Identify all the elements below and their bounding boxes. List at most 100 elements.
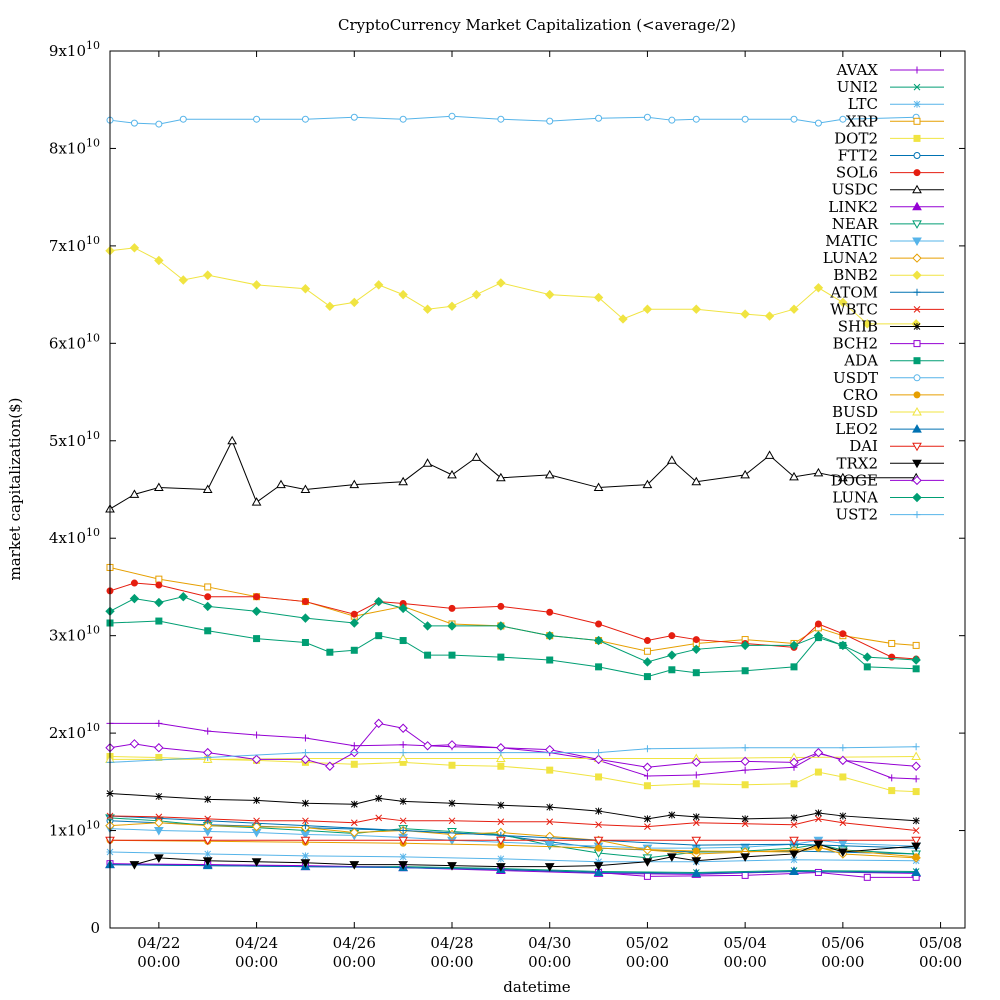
legend-entry-luna: LUNA [832, 489, 944, 507]
data-point-usdc [349, 479, 360, 489]
data-point-ust2 [399, 749, 407, 757]
data-point-shib [546, 803, 554, 811]
data-point-xrp [643, 647, 651, 655]
legend-label: LEO2 [835, 420, 878, 438]
legend-label: CRO [843, 386, 878, 404]
legend-label: LINK2 [828, 198, 878, 216]
y-tick-label: 9x1010 [49, 39, 100, 60]
data-point-usdt [179, 115, 187, 123]
x-tick-label-date: 04/22 [137, 934, 180, 952]
data-point-shib [790, 814, 798, 822]
data-point-usdc [495, 472, 506, 482]
data-point-ada [692, 669, 700, 677]
data-point-avax [155, 719, 163, 727]
data-point-luna [349, 618, 359, 628]
data-point-usdc [129, 489, 140, 498]
data-point-bnb2 [203, 270, 213, 280]
data-point-usdt [350, 113, 358, 121]
data-point-wbtc [448, 817, 456, 825]
data-point-shib [448, 799, 456, 807]
data-point-bnb2 [789, 304, 799, 314]
data-point-usdt [668, 116, 676, 124]
y-tick-exponent: 10 [86, 624, 100, 637]
data-point-luna [862, 652, 872, 662]
data-point-usdt [790, 115, 798, 123]
data-point-doge [251, 754, 262, 765]
data-point-dot2 [497, 762, 505, 770]
legend-label: BUSD [832, 403, 878, 421]
data-point-trx2 [349, 861, 360, 870]
data-point-trx2 [447, 862, 457, 871]
data-point-ust2 [912, 743, 920, 751]
series-layer [105, 112, 922, 881]
y-tick-label: 6x1010 [49, 331, 100, 352]
data-point-bch2 [741, 871, 749, 879]
data-point-doge [838, 755, 848, 766]
data-point-usdc [227, 435, 238, 445]
data-point-luna [154, 597, 164, 608]
data-point-bnb2 [545, 289, 555, 300]
legend-marker [913, 323, 921, 330]
legend-entry-doge: DOGE [831, 471, 944, 489]
data-point-sol6 [253, 593, 261, 601]
series-wbtc [106, 812, 920, 834]
data-point-usdt [155, 120, 163, 128]
series-line-usdt [109, 115, 917, 125]
legend-marker [912, 220, 922, 229]
data-point-wbtc [644, 823, 651, 831]
series-line-cro [109, 839, 917, 858]
legend-marker [913, 83, 921, 91]
data-point-wbtc [546, 818, 554, 826]
data-point-ada [595, 663, 603, 671]
data-point-xrp [155, 575, 163, 583]
data-point-sol6 [595, 620, 603, 628]
data-point-ltc [204, 850, 212, 858]
x-tick-label-time: 00:00 [724, 953, 767, 971]
data-point-trx2 [666, 853, 677, 862]
data-point-luna [374, 596, 384, 607]
chart-title: CryptoCurrency Market Capitalization (<a… [338, 16, 736, 34]
data-point-matic [544, 840, 555, 850]
data-point-ust2 [643, 745, 651, 753]
legend-label: ATOM [829, 283, 878, 301]
x-tick-label-date: 05/02 [626, 934, 669, 952]
data-point-usdc [789, 471, 799, 481]
data-point-usdc [544, 469, 555, 479]
data-point-dot2 [692, 780, 700, 788]
data-point-bnb2 [838, 297, 848, 308]
data-point-doge [545, 744, 555, 755]
legend-label: UNI2 [837, 78, 878, 96]
x-tick-label-date: 04/24 [235, 934, 278, 952]
legend-label: USDT [833, 369, 878, 387]
legend-marker [913, 288, 921, 296]
legend-label: DOT2 [834, 129, 878, 147]
data-point-xrp [912, 641, 920, 649]
plot-frame [109, 50, 966, 929]
data-point-cro [912, 853, 920, 861]
data-point-dai [300, 836, 311, 846]
series-shib [106, 790, 920, 825]
y-tick-exponent: 10 [86, 136, 100, 149]
legend-entry-dot2: DOT2 [834, 129, 944, 147]
series-line-xrp [109, 566, 917, 652]
data-point-usdt [497, 115, 505, 123]
data-point-luna2 [251, 821, 262, 832]
data-point-trx2 [251, 858, 262, 867]
data-point-sol6 [350, 610, 358, 618]
legend-marker [912, 184, 922, 194]
legend-label: FTT2 [838, 147, 878, 165]
series-line-shib [109, 793, 917, 822]
legend-marker [912, 459, 922, 469]
data-point-avax [888, 774, 896, 782]
data-point-dai [398, 836, 409, 846]
x-tick-label-date: 04/30 [528, 934, 571, 952]
legend: AVAXUNI2LTCXRPDOT2FTT2SOL6USDCLINK2NEARM… [823, 61, 944, 524]
legend-marker [912, 406, 922, 416]
x-tick-label-time: 00:00 [137, 953, 180, 971]
legend-marker [913, 391, 921, 399]
x-tick-label-time: 00:00 [626, 953, 669, 971]
data-point-doge [129, 739, 140, 749]
data-point-usdc [202, 484, 213, 493]
data-point-bnb2 [740, 309, 750, 319]
